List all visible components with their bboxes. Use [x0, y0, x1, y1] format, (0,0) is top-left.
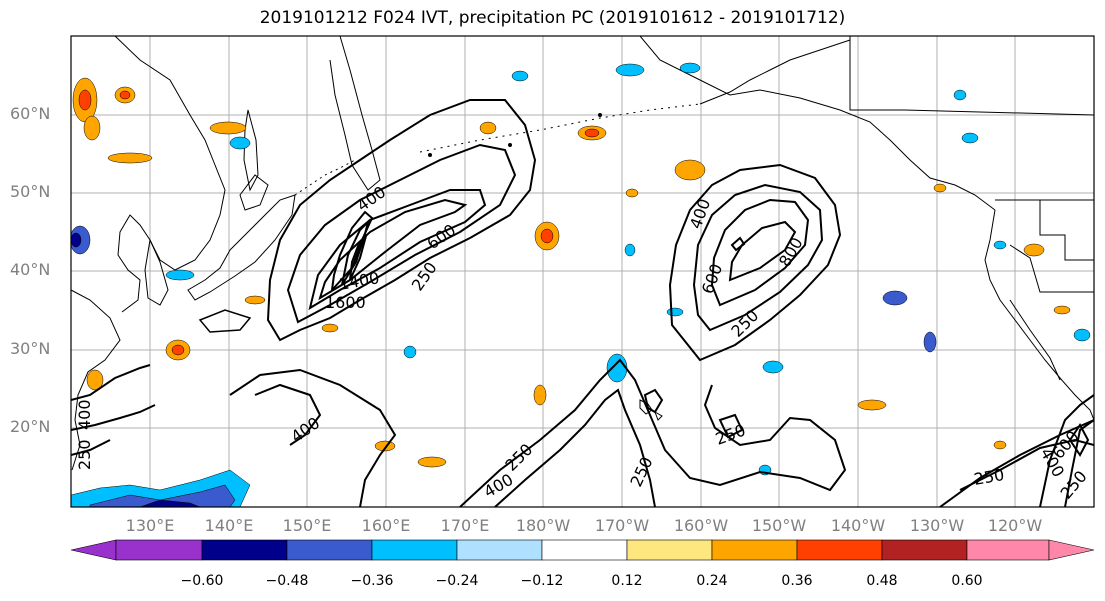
lon-label: 150°E: [282, 516, 332, 535]
colorbar-tick-label: −0.48: [265, 573, 309, 589]
colorbar-tick-label: 0.60: [951, 573, 983, 589]
colorbar-tick-label: 0.24: [696, 573, 728, 589]
lon-label: 170°E: [440, 516, 490, 535]
lat-label: 20°N: [10, 417, 51, 436]
lon-label: 150°W: [751, 516, 807, 535]
contour-label: 250: [75, 439, 94, 470]
lon-label: 170°W: [594, 516, 650, 535]
contour-label: 400: [75, 399, 94, 430]
lat-label: 40°N: [10, 260, 51, 279]
colorbar-tick-label: −0.12: [520, 573, 564, 589]
lon-label: 140°W: [830, 516, 886, 535]
colorbar-swatch: [881, 539, 968, 561]
contour-label: 1600: [325, 293, 366, 312]
colorbar-tick-label: −0.60: [180, 573, 224, 589]
colorbar-swatch: [541, 539, 628, 561]
colorbar-swatch: [115, 539, 203, 561]
lon-label: 130°E: [125, 516, 175, 535]
gridlines: [71, 36, 1094, 507]
lon-label: 160°E: [361, 516, 411, 535]
colorbar: [70, 539, 1095, 561]
map-frame: [70, 35, 1095, 508]
colorbar-tick-label: 0.48: [866, 573, 898, 589]
colorbar-swatch: [711, 539, 798, 561]
precip-negative: [71, 62, 1091, 507]
precip-positive: [72, 77, 1071, 468]
colorbar-tick-label: 0.12: [611, 573, 643, 589]
lon-label: 160°W: [673, 516, 729, 535]
lat-label: 50°N: [10, 182, 51, 201]
lat-label: 60°N: [10, 104, 51, 123]
map-title: 2019101212 F024 IVT, precipitation PC (2…: [259, 8, 846, 28]
colorbar-tick-label: −0.36: [350, 573, 394, 589]
colorbar-swatch: [966, 539, 1050, 561]
colorbar-swatch: [286, 539, 373, 561]
lat-label: 30°N: [10, 339, 51, 358]
colorbar-extend-high: [1048, 539, 1095, 561]
colorbar-swatch: [626, 539, 713, 561]
colorbar-swatch: [371, 539, 458, 561]
colorbar-tick-label: −0.24: [435, 573, 479, 589]
colorbar-tick-label: 0.36: [781, 573, 813, 589]
colorbar-swatch: [796, 539, 883, 561]
colorbar-extend-low: [70, 539, 117, 561]
lon-label: 130°W: [909, 516, 965, 535]
colorbar-swatch: [456, 539, 543, 561]
lon-label: 140°E: [204, 516, 254, 535]
lon-label: 180°W: [515, 516, 571, 535]
lon-label: 120°W: [987, 516, 1043, 535]
ivt-contours: [71, 99, 1094, 507]
colorbar-swatch: [201, 539, 288, 561]
